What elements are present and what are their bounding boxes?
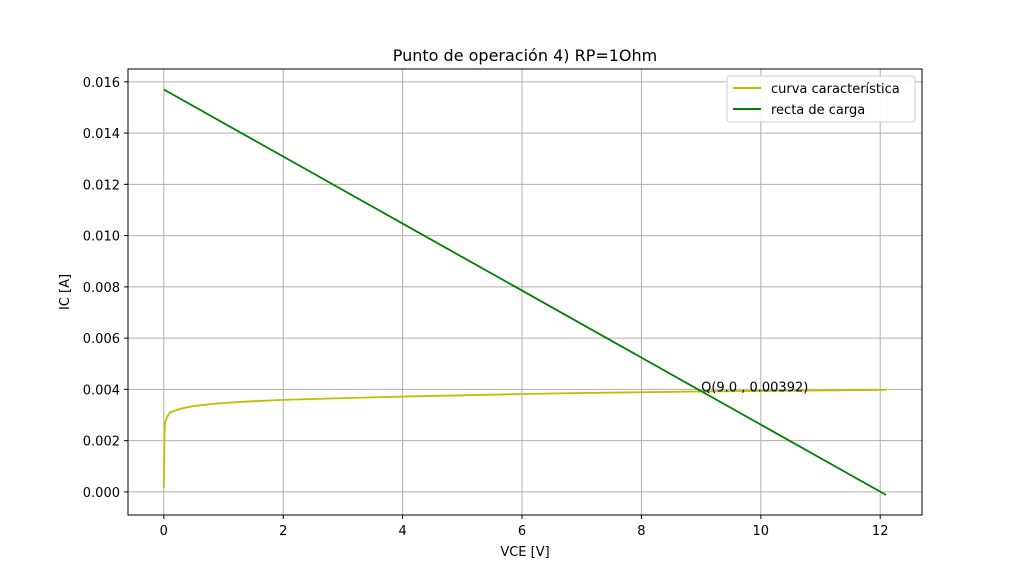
y-tick-label: 0.010 <box>83 230 120 245</box>
legend-label-recta: recta de carga <box>771 103 865 118</box>
y-axis: 0.000 0.002 0.004 0.006 0.008 0.010 0.012 0.014… <box>83 76 128 501</box>
x-axis-label: VCE [V] <box>500 545 549 560</box>
y-tick-label: 0.004 <box>83 383 120 398</box>
series-line-curva-caracteristica <box>162 389 887 489</box>
x-tick-label: 4 <box>398 524 406 539</box>
x-tick-label: 8 <box>637 524 645 539</box>
y-tick-label: 0.006 <box>83 332 120 347</box>
x-tick-label: 2 <box>279 524 287 539</box>
x-axis: 0 2 4 6 8 10 12 <box>160 515 889 539</box>
y-tick-label: 0.012 <box>83 178 120 193</box>
y-tick-label: 0.000 <box>83 486 120 501</box>
operating-point-annotation: Q(9.0 , 0.00392) <box>701 380 808 395</box>
plot-frame <box>127 68 923 516</box>
annotation-layer: Q(9.0 , 0.00392) <box>701 380 808 395</box>
series-layer <box>162 88 887 496</box>
series-line-recta-de-carga <box>163 88 887 496</box>
x-tick-label: 0 <box>160 524 168 539</box>
x-tick-label: 10 <box>753 524 770 539</box>
y-tick-label: 0.014 <box>83 127 120 142</box>
y-tick-label: 0.016 <box>83 76 120 91</box>
x-tick-label: 12 <box>872 524 889 539</box>
chart-title: Punto de operación 4) RP=1Ohm <box>393 46 658 65</box>
y-tick-label: 0.002 <box>83 435 120 450</box>
x-tick-label: 6 <box>518 524 526 539</box>
y-tick-label: 0.008 <box>83 281 120 296</box>
y-axis-label: IC [A] <box>58 274 73 310</box>
grid <box>128 69 922 515</box>
legend-box <box>726 75 916 123</box>
legend-label-curva: curva característica <box>771 82 900 97</box>
legend: curva característica recta de carga <box>726 75 916 123</box>
